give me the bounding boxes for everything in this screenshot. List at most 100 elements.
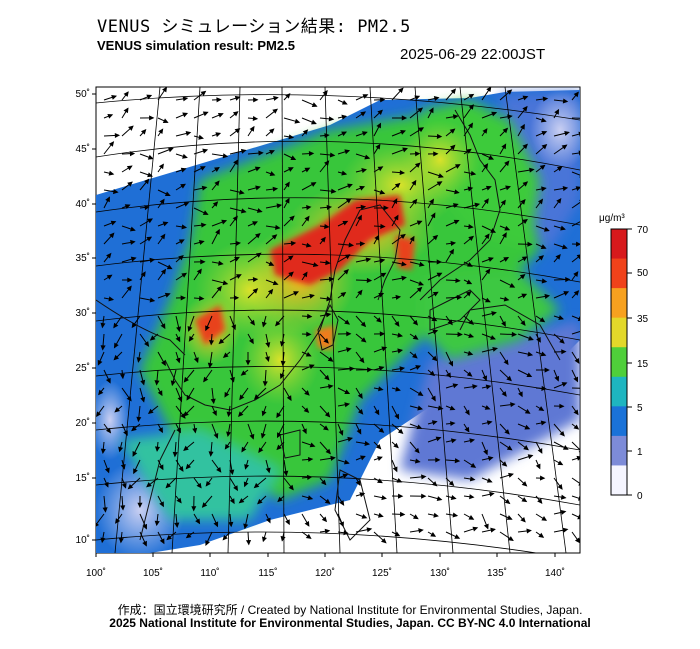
colorbar-band xyxy=(611,435,627,466)
wind-arrow-head xyxy=(187,326,193,332)
wind-arrow-head xyxy=(196,268,202,275)
wind-arrow-head xyxy=(249,319,255,326)
wind-arrow-head xyxy=(399,366,406,372)
wind-arrow-head xyxy=(433,512,439,518)
wind-arrow-head xyxy=(468,122,474,129)
wind-arrow-head xyxy=(178,254,184,261)
wind-arrow-head xyxy=(501,461,508,467)
wind-arrow-head xyxy=(538,255,544,261)
wind-arrow-head xyxy=(276,203,283,209)
wind-arrow-head xyxy=(265,342,271,348)
wind-arrow-head xyxy=(415,365,422,370)
wind-arrow xyxy=(571,171,580,176)
wind-arrow-head xyxy=(577,514,580,520)
wind-arrow-head xyxy=(108,141,115,147)
wind-arrow-head xyxy=(357,409,364,415)
wind-arrow-head xyxy=(421,474,427,480)
wind-arrow-head xyxy=(193,357,199,364)
wind-arrow-head xyxy=(450,240,457,246)
wind-arrow-head xyxy=(414,447,420,454)
wind-arrow-head xyxy=(267,288,274,295)
wind-arrow-head xyxy=(258,447,264,454)
wind-arrow-head xyxy=(330,188,337,194)
wind-arrow-head xyxy=(276,444,282,451)
wind-arrow-head xyxy=(306,331,312,337)
lon-tick-label: 125˚ xyxy=(372,567,392,579)
wind-arrow-head xyxy=(555,254,561,260)
wind-arrow-head xyxy=(324,374,330,381)
wind-arrow-head xyxy=(416,220,423,226)
wind-arrow-head xyxy=(100,448,106,455)
wind-arrow-head xyxy=(328,276,335,282)
wind-arrow-head xyxy=(140,271,146,278)
wind-arrow-head xyxy=(520,517,526,523)
wind-arrow-head xyxy=(364,154,371,160)
wind-arrow-head xyxy=(240,208,247,214)
wind-arrow-head xyxy=(165,482,172,489)
wind-arrow-head xyxy=(279,373,285,380)
wind-arrow-head xyxy=(119,373,125,380)
wind-arrow-head xyxy=(433,151,439,157)
graticule xyxy=(96,87,580,553)
wind-arrow-head xyxy=(307,456,314,462)
wind-arrow-head xyxy=(126,285,132,292)
wind-arrow-head xyxy=(215,132,222,138)
wind-arrow-head xyxy=(239,189,245,195)
wind-arrow-head xyxy=(469,476,476,482)
lon-axis: 100˚ 105˚ 110˚ 115˚ 120˚ 125˚ 130˚ 135˚ … xyxy=(86,567,565,579)
wind-arrow-head xyxy=(502,127,509,134)
wind-arrow-head xyxy=(560,494,567,500)
wind-arrow-head xyxy=(256,208,263,213)
wind-arrow-head xyxy=(503,296,510,302)
wind-arrow-head xyxy=(457,331,463,337)
lon-tick-label: 115˚ xyxy=(258,567,277,579)
colorbar-band xyxy=(611,376,627,407)
wind-arrow-head xyxy=(326,296,332,302)
wind-arrow-head xyxy=(327,356,334,362)
wind-arrow-head xyxy=(162,118,169,124)
wind-arrow-head xyxy=(325,260,331,266)
wind-arrow-head xyxy=(243,523,249,530)
wind-arrow-head xyxy=(436,496,443,502)
wind-arrow-head xyxy=(360,321,367,328)
wind-arrow-head xyxy=(510,402,516,408)
wind-arrow-head xyxy=(188,335,194,342)
wind-arrow-head xyxy=(449,144,456,151)
wind-arrow-head xyxy=(286,395,292,402)
wind-arrow-head xyxy=(277,496,283,503)
wind-arrow-head xyxy=(311,102,318,107)
wind-arrow-head xyxy=(100,322,106,329)
wind-arrow-head xyxy=(322,89,328,96)
wind-arrow-head xyxy=(470,462,477,468)
wind-arrow-head xyxy=(147,218,153,224)
wind-arrow-head xyxy=(108,170,115,176)
wind-arrow-head xyxy=(110,220,117,226)
wind-arrow-head xyxy=(543,226,550,232)
wind-arrow-head xyxy=(506,375,512,382)
wind-arrow-head xyxy=(253,482,260,489)
lat-tick-label: 20˚ xyxy=(76,417,90,429)
wind-arrow-head xyxy=(303,407,310,414)
wind-arrow-head xyxy=(147,408,154,415)
wind-arrow-head xyxy=(208,340,215,346)
axis-ticks xyxy=(92,93,556,557)
wind-arrow-head xyxy=(500,199,506,206)
wind-arrow-head xyxy=(366,527,373,533)
colorbar-label: 1 xyxy=(637,447,643,458)
wind-arrow-head xyxy=(412,198,418,205)
wind-arrow-head xyxy=(450,88,457,95)
wind-arrow-head xyxy=(147,172,154,178)
wind-arrow-head xyxy=(224,391,230,398)
wind-arrow-head xyxy=(149,115,155,121)
wind-arrow-head xyxy=(159,501,164,508)
wind-arrow-head xyxy=(469,494,475,500)
wind-arrow-head xyxy=(521,293,528,299)
wind-arrow-head xyxy=(397,428,404,435)
colorbar-band xyxy=(611,288,627,319)
wind-arrow-head xyxy=(244,464,250,470)
wind-arrow-head xyxy=(342,220,349,226)
wind-arrow xyxy=(571,221,580,227)
wind-arrow-head xyxy=(464,409,470,416)
wind-arrow-head xyxy=(456,294,463,301)
wind-arrow-head xyxy=(359,185,366,191)
